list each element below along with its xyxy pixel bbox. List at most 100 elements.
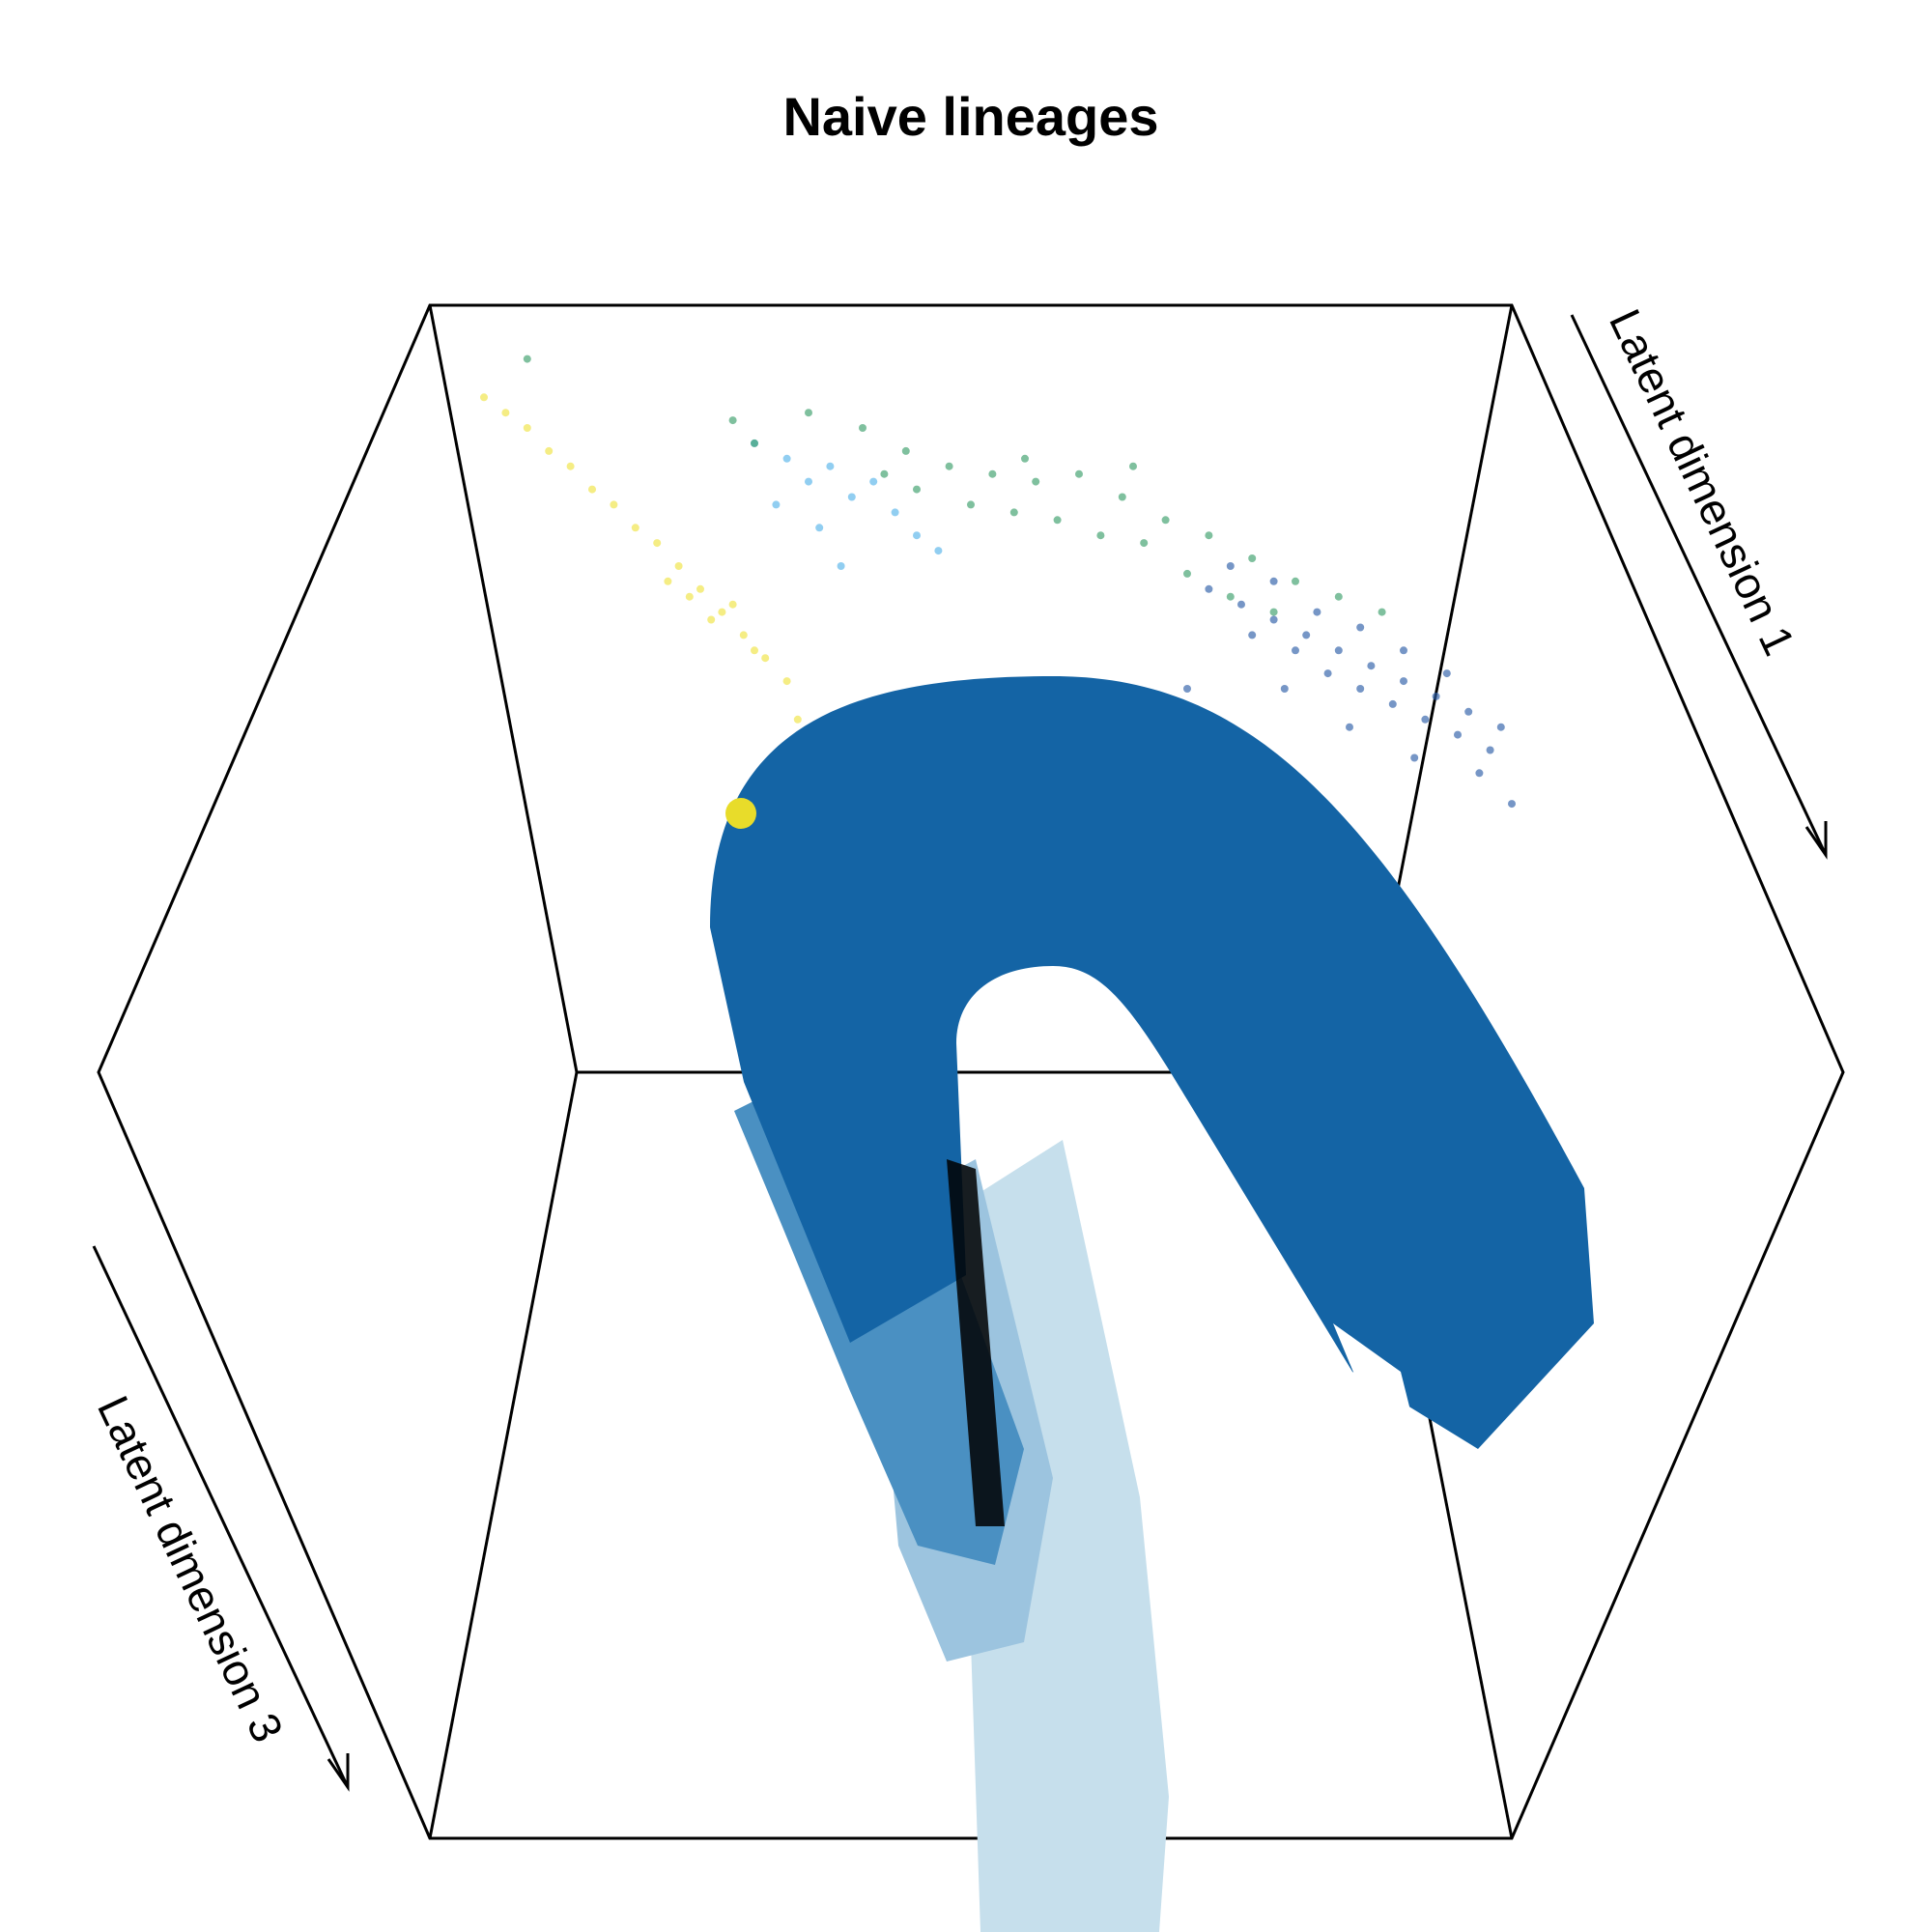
cell-points: [480, 355, 1516, 939]
cell-point: [1410, 753, 1419, 762]
cell-point: [631, 524, 639, 532]
cell-point: [696, 584, 704, 593]
cell-point: [859, 424, 867, 432]
cell-point: [913, 485, 921, 494]
cell-point: [1400, 646, 1407, 655]
cell-point: [501, 409, 510, 417]
cell-point: [523, 424, 531, 432]
cell-point: [588, 485, 596, 494]
cell-point: [934, 547, 943, 555]
cell-point: [1140, 539, 1149, 548]
cell-point: [1032, 477, 1040, 486]
cell-point: [1400, 677, 1407, 686]
cell-point: [805, 477, 812, 486]
cell-point: [1334, 646, 1343, 655]
cell-point: [782, 677, 791, 686]
cell-point: [1183, 569, 1191, 578]
cell-point: [761, 654, 770, 663]
cell-point: [610, 500, 618, 509]
cell-point: [566, 462, 575, 470]
cell-point: [837, 562, 845, 570]
cell-point: [1226, 562, 1235, 570]
axis-arrow-dimension-3: [92, 1245, 350, 1788]
cell-point: [1356, 685, 1365, 693]
cell-point: [728, 416, 737, 425]
cell-point: [1292, 577, 1299, 585]
cell-point: [545, 446, 554, 455]
cell-point: [674, 562, 683, 570]
cell-point: [1496, 723, 1505, 731]
cell-point: [1378, 608, 1386, 616]
cell-point: [1454, 730, 1462, 739]
cell-point: [1205, 584, 1213, 593]
cell-point: [1009, 508, 1018, 517]
cell-point: [1356, 623, 1365, 632]
cell-point: [913, 531, 921, 540]
cell-point: [1237, 600, 1245, 609]
cell-point: [1292, 646, 1299, 655]
cell-point: [1269, 615, 1278, 624]
cell-point: [1280, 685, 1289, 693]
cell-point: [1096, 531, 1105, 540]
cell-point: [1075, 469, 1083, 478]
cell-point: [1053, 516, 1062, 525]
cell-point: [480, 393, 488, 402]
cell-point: [1323, 669, 1332, 678]
axis-dimension-3: Latent dimension 3: [88, 1245, 350, 1792]
tube-gap: [1333, 1323, 1420, 1449]
cell-point: [880, 469, 889, 478]
cell-point: [1269, 577, 1278, 585]
tube-segment-dark: [710, 676, 1594, 1449]
tube-shadow-line: [947, 1159, 1005, 1526]
cell-point: [718, 608, 726, 616]
arrowhead-dimension-1: [1804, 821, 1828, 860]
cell-point: [1248, 631, 1257, 639]
cell-point: [1313, 608, 1321, 616]
cell-point: [1421, 715, 1430, 724]
lineage-tube: [710, 676, 1594, 1932]
cell-point: [1334, 592, 1343, 601]
cell-point: [1226, 592, 1235, 601]
cell-point: [1388, 699, 1397, 708]
cell-point: [1021, 454, 1029, 463]
cell-point: [1442, 669, 1451, 678]
cell-point: [901, 446, 910, 455]
cell-point: [728, 600, 737, 609]
cell-point: [793, 715, 802, 724]
cell-point: [1129, 462, 1137, 470]
cell-point: [751, 646, 758, 655]
cell-point: [751, 439, 758, 447]
cell-point: [1367, 662, 1376, 670]
cell-point: [664, 577, 672, 585]
cell-point: [1269, 608, 1278, 616]
cell-point: [847, 493, 856, 501]
cell-point: [869, 477, 878, 486]
cell-point: [1205, 531, 1213, 540]
cell-point: [1161, 516, 1170, 525]
cell-point: [1486, 746, 1494, 754]
cell-point: [805, 409, 812, 417]
cell-point: [1183, 685, 1191, 693]
cell-point: [523, 355, 531, 363]
cell-point: [739, 631, 748, 639]
cell-point: [826, 462, 835, 470]
cell-point: [772, 500, 781, 509]
cell-point: [945, 462, 953, 470]
cell-point: [707, 615, 716, 624]
cell-point: [1508, 800, 1516, 809]
axis-dimension-1: Latent dimension 1: [1570, 301, 1828, 860]
chart-title: Naive lineages: [782, 86, 1158, 147]
lineage-root-marker: [725, 798, 756, 829]
cell-point: [1475, 769, 1484, 778]
cell-point: [988, 469, 997, 478]
cell-point: [1118, 493, 1126, 501]
cell-point: [1432, 692, 1440, 700]
arrowhead-dimension-3: [327, 1753, 350, 1792]
cell-point: [1248, 554, 1257, 562]
cell-point: [1302, 631, 1311, 639]
cell-point: [967, 500, 975, 509]
axis-label-dimension-3: Latent dimension 3: [88, 1388, 294, 1749]
axis-label-dimension-1: Latent dimension 1: [1600, 301, 1805, 663]
cell-point: [685, 592, 694, 601]
